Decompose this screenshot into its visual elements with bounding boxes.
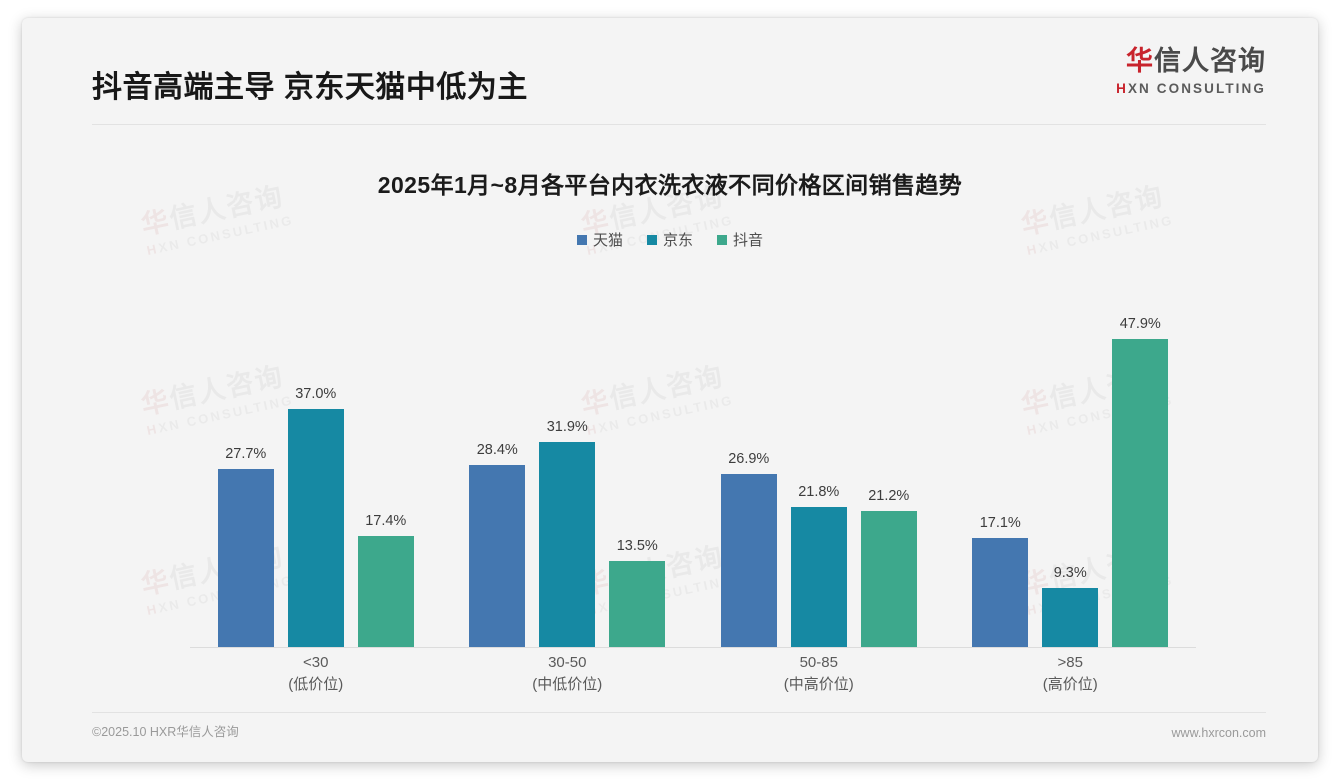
bar-group-<30: 27.7% 37.0% 17.4% [190,286,442,648]
footer-divider [92,712,1266,713]
bar-groups: 27.7% 37.0% 17.4% 28.4% 31.9% 13.5% 26.9% 21.8%… [190,286,1196,648]
bar-value-label: 27.7% [225,446,267,463]
x-axis-label-<30: <30 (低价位) [190,652,442,696]
legend-swatch-icon [576,234,587,245]
bar-group-30-50: 28.4% 31.9% 13.5% [442,286,694,648]
brand-logo-en-rest: XN CONSULTING [1127,81,1266,96]
bar-value-label: 47.9% [1119,315,1161,332]
brand-logo: 华信人咨询 HXN CONSULTING [1116,48,1266,96]
legend-item-京东[interactable]: 京东 [646,229,693,250]
legend-swatch-icon [717,234,727,245]
page-title: 抖音高端主导 京东天猫中低为主 [92,71,528,104]
bar-value-label: 37.0% [295,385,337,402]
x-axis-label-50-85: 50-85 (中高价位) [693,652,945,696]
bar-rect[interactable] [539,441,596,648]
bar-rect[interactable] [860,511,917,648]
brand-logo-en-accent: H [1116,81,1128,96]
x-axis-label-range: >85 [1057,654,1083,671]
chart-legend: 天猫 京东 抖音 [22,229,1318,250]
bar-抖音-30-50[interactable]: 13.5% [609,286,666,648]
footer-website[interactable]: www.hxrcon.com [1171,726,1266,740]
bar-rect[interactable] [1042,587,1099,648]
legend-label: 抖音 [733,232,764,249]
bar-京东-<30[interactable]: 37.0% [287,286,344,648]
bar-value-label: 17.4% [365,512,407,529]
bar-value-label: 21.8% [798,484,840,501]
x-axis-label->85: >85 (高价位) [945,652,1197,696]
bar-rect[interactable] [287,408,344,648]
slide-card: 华信人咨询 HXN CONSULTING 华信人咨询 HXN CONSULTING 华信… [22,18,1318,762]
bar-group->85: 17.1% 9.3% 47.9% [945,286,1197,648]
x-axis-labels: <30 (低价位) 30-50 (中低价位) 50-85 (中高价位) >85 (高价位) [190,652,1196,696]
bar-value-label: 13.5% [616,537,658,554]
chart-title: 2025年1月~8月各平台内衣洗衣液不同价格区间销售趋势 [377,172,963,198]
x-axis-label-sub: (高价位) [1042,675,1098,693]
bar-value-label: 17.1% [979,514,1021,531]
bar-天猫-50-85[interactable]: 26.9% [720,286,777,648]
bar-京东-50-85[interactable]: 21.8% [790,286,847,648]
bar-rect[interactable] [357,535,414,648]
bar-天猫-<30[interactable]: 27.7% [217,286,274,648]
bar-天猫->85[interactable]: 17.1% [972,286,1029,648]
x-axis-label-range: 50-85 [799,654,838,671]
bar-京东->85[interactable]: 9.3% [1042,286,1099,648]
legend-item-天猫[interactable]: 天猫 [576,229,623,250]
x-axis-label-range: 30-50 [548,654,587,671]
bar-value-label: 31.9% [546,418,588,435]
bar-rect[interactable] [469,464,526,648]
x-axis-label-sub: (中高价位) [783,675,854,693]
legend-label: 京东 [662,232,693,249]
brand-logo-en: HXN CONSULTING [1116,82,1266,96]
bar-value-label: 9.3% [1053,564,1087,581]
bar-抖音-<30[interactable]: 17.4% [357,286,414,648]
header-divider [92,124,1266,125]
bar-rect[interactable] [1112,338,1169,648]
x-axis-label-range: <30 [303,654,329,671]
bar-京东-30-50[interactable]: 31.9% [539,286,596,648]
bar-rect[interactable] [609,560,666,648]
brand-logo-cn-accent: 华 [1126,46,1154,76]
legend-swatch-icon [646,234,657,245]
legend-label: 天猫 [592,232,623,249]
footer-copyright: ©2025.10 HXR华信人咨询 [92,725,239,739]
bar-value-label: 28.4% [476,441,518,458]
bar-value-label: 26.9% [728,451,770,468]
bar-抖音->85[interactable]: 47.9% [1112,286,1169,648]
bar-天猫-30-50[interactable]: 28.4% [469,286,526,648]
slide-header: 抖音高端主导 京东天猫中低为主 华信人咨询 HXN CONSULTING [22,18,1318,126]
brand-logo-cn: 华信人咨询 [1116,48,1266,75]
bar-value-label: 21.2% [868,488,910,505]
legend-item-抖音[interactable]: 抖音 [717,229,763,250]
brand-logo-cn-rest: 信人咨询 [1154,46,1266,76]
x-axis-line [190,647,1196,648]
chart-plot-area: 27.7% 37.0% 17.4% 28.4% 31.9% 13.5% 26.9% 21.8%… [190,286,1196,648]
x-axis-label-sub: (中低价位) [532,675,603,693]
bar-rect[interactable] [790,507,847,648]
x-axis-label-30-50: 30-50 (中低价位) [442,652,694,696]
bar-rect[interactable] [720,474,777,648]
bar-rect[interactable] [972,537,1029,648]
bar-抖音-50-85[interactable]: 21.2% [860,286,917,648]
x-axis-label-sub: (低价位) [288,675,344,693]
bar-rect[interactable] [217,469,274,648]
bar-group-50-85: 26.9% 21.8% 21.2% [693,286,945,648]
